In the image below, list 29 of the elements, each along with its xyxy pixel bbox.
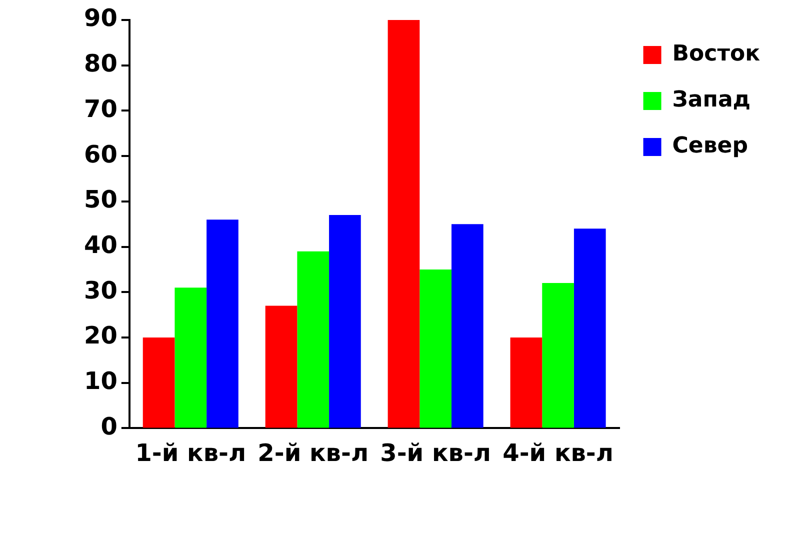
- bar: [297, 251, 330, 428]
- y-tick-label: 30: [84, 276, 118, 304]
- y-tick-label: 80: [84, 50, 118, 78]
- x-tick-label: 1-й кв-л: [135, 438, 246, 467]
- x-tick-label: 3-й кв-л: [380, 438, 492, 467]
- bar: [329, 215, 361, 428]
- y-tick-label: 50: [84, 186, 118, 214]
- y-tick-label: 70: [84, 94, 118, 123]
- bar: [174, 288, 207, 428]
- y-tick-label: 90: [84, 4, 118, 32]
- y-tick-label: 20: [84, 322, 118, 350]
- bar: [574, 228, 606, 428]
- bar: [206, 220, 238, 428]
- bar: [265, 306, 298, 428]
- x-tick-label: 2-й кв-л: [258, 438, 369, 467]
- legend-label: Восток: [672, 42, 760, 67]
- bar: [510, 337, 542, 428]
- y-tick-label: 0: [100, 412, 118, 440]
- y-tick-label: 60: [84, 140, 118, 168]
- bar: [451, 224, 484, 428]
- bar: [142, 337, 175, 428]
- y-tick-label: 10: [84, 367, 118, 396]
- bar: [542, 283, 574, 428]
- bar: [388, 20, 420, 428]
- x-tick-label: 4-й кв-л: [502, 438, 614, 467]
- bar: [420, 269, 452, 428]
- legend-label: Запад: [672, 88, 751, 113]
- legend-label: Север: [672, 134, 748, 159]
- y-tick-label: 40: [84, 231, 118, 260]
